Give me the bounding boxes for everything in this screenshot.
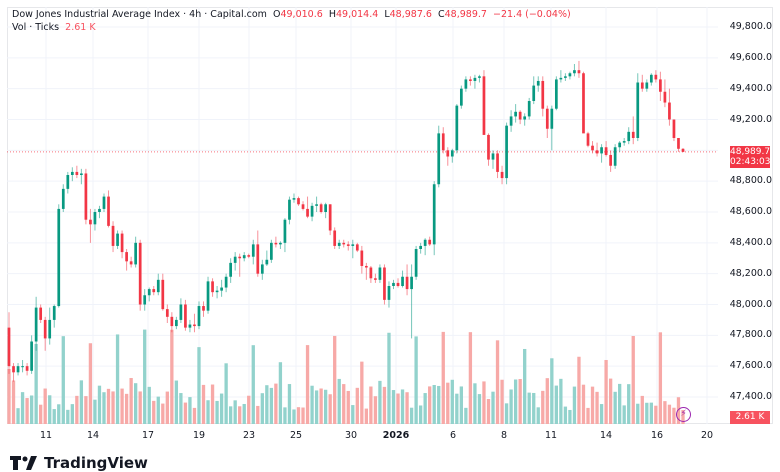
time-tick-label: 11 [544,430,558,441]
price-tick-label: 49,200.0 [729,113,772,125]
lightning-icon[interactable]: ⚡ [676,407,691,422]
time-tick-label: 11 [39,430,53,441]
volume-value: 2.61 K [65,22,96,33]
price-tick-label: 47,800.0 [729,329,772,341]
open-label: O [272,9,281,20]
price-tick-label: 48,600.0 [729,206,772,217]
low-value: 48,987.6 [389,9,432,20]
close-value: 48,989.7 [444,9,487,20]
time-tick-label: 14 [86,430,100,441]
price-tick-label: 49,800.0 [729,21,772,32]
price-tick-label: 49,400.0 [729,82,772,94]
price-tick-label: 48,800.0 [729,175,772,187]
tradingview-logo-icon [10,456,37,470]
time-tick-label: 19 [192,430,206,441]
open-value: 49,010.6 [280,9,323,20]
price-tick-label: 49,600.0 [729,51,772,63]
high-value: 49,014.4 [335,9,379,20]
price-tick-label: 47,600.0 [729,360,772,372]
time-tick-label: 14 [599,430,613,441]
time-tick-label: 6 [449,430,457,441]
time-tick-label: 8 [500,430,508,441]
symbol-title[interactable]: Dow Jones Industrial Average Index · 4h … [12,9,267,20]
price-tick-label: 48,200.0 [729,267,772,279]
time-tick-label: 17 [141,430,155,441]
time-tick-label: 25 [289,430,303,441]
legend-line-volume: Vol · Ticks 2.61 K [12,21,571,34]
close-label: C [438,9,445,20]
bar-countdown: 02:43:03 [730,157,771,167]
brand-name: TradingView [44,454,148,472]
chart-legend: Dow Jones Industrial Average Index · 4h … [12,8,571,34]
chart-plot-area[interactable] [7,7,718,424]
time-tick-label: 20 [700,430,714,441]
candlestick-chart [7,7,718,424]
legend-line-price: Dow Jones Industrial Average Index · 4h … [12,8,571,21]
change-value: −21.4 (−0.04%) [493,9,571,20]
time-tick-label: 23 [242,430,256,441]
time-tick-label: 16 [650,430,664,441]
volume-tag: 2.61 K [730,411,770,424]
current-price: 48,989.7 [730,147,771,157]
tradingview-logo[interactable]: TradingView [10,454,148,472]
price-tick-label: 48,000.0 [729,298,772,310]
low-label: L [384,9,390,20]
high-label: H [328,9,336,20]
time-tick-label: 2026 [382,430,410,441]
time-tick-label: 30 [344,430,358,441]
volume-label[interactable]: Vol · Ticks [12,22,60,33]
price-tick-label: 48,400.0 [729,236,772,248]
current-price-tag: 48,989.7 02:43:03 [730,146,770,168]
price-tick-label: 47,400.0 [729,391,772,402]
